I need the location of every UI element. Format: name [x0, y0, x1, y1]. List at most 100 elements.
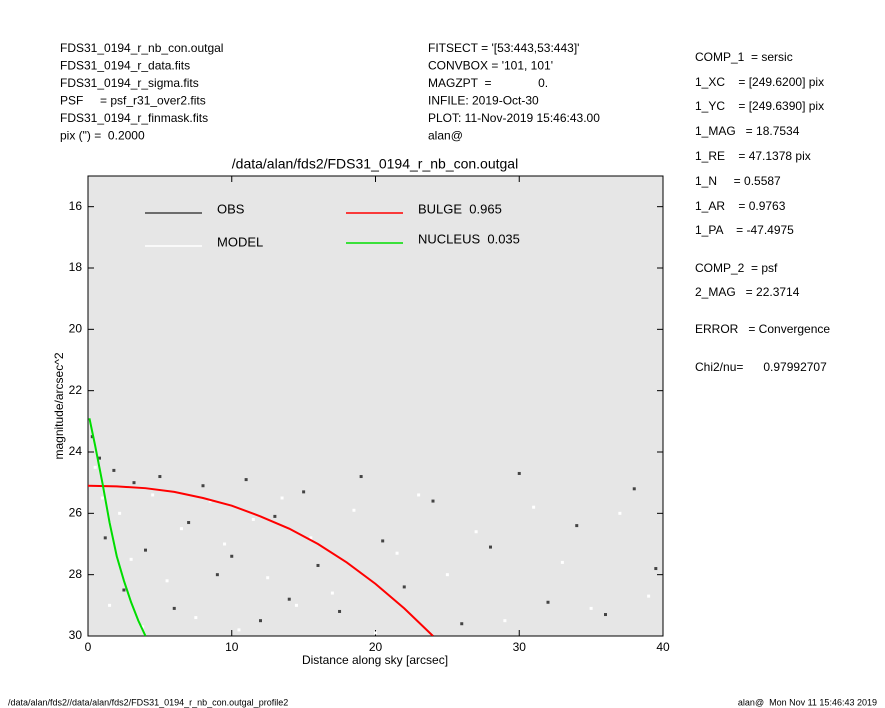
legend-label: MODEL — [217, 234, 263, 249]
profile-line — [88, 418, 147, 636]
data-point — [604, 613, 607, 617]
data-point — [431, 499, 435, 503]
data-point — [108, 603, 112, 607]
data-point — [179, 527, 183, 531]
data-point — [460, 622, 464, 626]
data-point — [98, 456, 101, 460]
header-line: FDS31_0194_r_finmask.fits — [60, 111, 208, 125]
data-point — [474, 530, 478, 534]
chart-title: /data/alan/fds2/FDS31_0194_r_nb_con.outg… — [232, 156, 518, 172]
data-point — [280, 496, 284, 500]
header-line: FDS31_0194_r_nb_con.outgal — [60, 41, 223, 55]
data-point — [141, 625, 145, 629]
y-tick-label: 18 — [69, 260, 83, 274]
data-point — [165, 579, 169, 583]
header-line: PLOT: 11-Nov-2019 15:46:43.00 — [428, 111, 600, 125]
data-point — [489, 545, 492, 549]
x-tick-label: 0 — [85, 640, 92, 654]
data-point — [445, 573, 449, 577]
data-point — [103, 536, 107, 540]
data-point — [618, 511, 622, 515]
data-point — [251, 517, 255, 521]
data-point — [395, 551, 399, 555]
data-point — [647, 594, 651, 598]
data-point — [259, 619, 262, 623]
header-line: PSF = psf_r31_over2.fits — [60, 94, 206, 108]
data-point — [402, 585, 406, 589]
y-tick-label: 16 — [69, 199, 83, 213]
y-tick-label: 20 — [69, 322, 83, 336]
data-point — [237, 628, 241, 632]
header-line: FDS31_0194_r_sigma.fits — [60, 76, 199, 90]
data-point — [244, 478, 248, 482]
data-point — [223, 542, 227, 546]
data-point — [287, 597, 291, 601]
profile-line — [88, 484, 434, 636]
data-point — [230, 554, 234, 558]
header-line: CONVBOX = '101, 101' — [428, 59, 553, 73]
fit-param: 1_RE = 47.1378 pix — [695, 149, 811, 163]
data-point — [208, 499, 212, 503]
plot-area — [87, 175, 664, 637]
data-point — [144, 548, 147, 552]
header-line: FDS31_0194_r_data.fits — [60, 59, 190, 73]
header-line: INFILE: 2019-Oct-30 — [428, 94, 539, 108]
data-point — [122, 588, 126, 592]
data-point — [374, 631, 377, 635]
fit-param: 1_AR = 0.9763 — [695, 199, 786, 213]
data-point — [112, 468, 116, 472]
data-point — [589, 606, 593, 610]
data-point — [151, 493, 155, 497]
y-tick-label: 30 — [69, 628, 83, 642]
footer-left: /data/alan/fds2//data/alan/fds2/FDS31_01… — [8, 697, 288, 707]
data-point — [266, 576, 270, 580]
data-point — [302, 490, 306, 494]
legend-label: OBS — [217, 201, 245, 216]
data-point — [575, 524, 579, 528]
x-tick-label: 40 — [656, 640, 670, 654]
y-axis-label: magnitude/arcsec^2 — [52, 352, 66, 459]
data-point — [172, 606, 176, 610]
data-point — [546, 600, 550, 604]
fit-param: 2_MAG = 22.3714 — [695, 285, 800, 299]
fit-param: 1_YC = [249.6390] pix — [695, 99, 824, 113]
data-point — [338, 609, 342, 613]
data-point — [158, 475, 162, 479]
fit-param: ERROR = Convergence — [695, 322, 830, 336]
data-point — [309, 536, 313, 540]
data-point — [194, 616, 198, 620]
y-tick-label: 28 — [69, 567, 83, 581]
footer-right: alan@ Mon Nov 11 15:46:43 2019 — [738, 697, 877, 707]
data-point — [129, 557, 133, 561]
fit-param: COMP_2 = psf — [695, 261, 778, 275]
data-point — [330, 591, 334, 595]
x-axis-label: Distance along sky [arcsec] — [302, 653, 448, 667]
data-point — [503, 619, 507, 623]
data-point — [359, 475, 363, 479]
x-tick-label: 10 — [225, 640, 239, 654]
data-point — [532, 505, 536, 509]
data-point — [316, 563, 320, 567]
x-tick-label: 20 — [369, 640, 383, 654]
fit-param: 1_PA = -47.4975 — [695, 223, 794, 237]
data-point — [517, 471, 521, 475]
data-point — [352, 508, 356, 512]
data-point — [417, 493, 421, 497]
data-point — [93, 465, 97, 469]
fit-param: 1_MAG = 18.7534 — [695, 124, 800, 138]
fit-param: 1_XC = [249.6200] pix — [695, 75, 824, 89]
y-tick-label: 26 — [69, 506, 83, 520]
header-line: MAGZPT = 0. — [428, 76, 548, 90]
fit-param: COMP_1 = sersic — [695, 50, 793, 64]
x-tick-label: 30 — [513, 640, 527, 654]
data-point — [118, 511, 122, 515]
data-point — [560, 560, 564, 564]
data-point — [381, 539, 385, 543]
data-point — [132, 481, 136, 485]
legend-label: NUCLEUS 0.035 — [418, 231, 520, 246]
fit-param: Chi2/nu= 0.97992707 — [695, 360, 827, 374]
data-point — [201, 484, 205, 488]
header-line: FITSECT = '[53:443,53:443]' — [428, 41, 579, 55]
y-tick-label: 24 — [69, 444, 83, 458]
